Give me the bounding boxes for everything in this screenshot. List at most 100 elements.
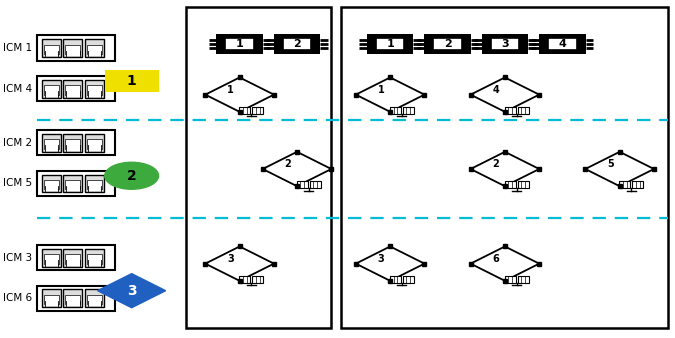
Bar	[252, 276, 263, 283]
Text: 3: 3	[227, 254, 234, 264]
Text: 3: 3	[501, 39, 509, 49]
Bar	[252, 107, 263, 114]
Polygon shape	[98, 274, 165, 308]
Bar	[632, 181, 643, 189]
Bar	[240, 106, 250, 114]
Bar	[85, 249, 104, 266]
Bar	[297, 181, 308, 188]
Bar	[87, 139, 102, 149]
Bar	[45, 261, 58, 266]
Bar	[87, 85, 102, 95]
Bar	[491, 38, 519, 50]
Bar	[66, 92, 80, 97]
Bar	[37, 286, 115, 311]
Bar	[88, 92, 101, 97]
Polygon shape	[205, 77, 274, 112]
Bar	[505, 106, 516, 114]
Polygon shape	[470, 246, 539, 281]
Bar	[88, 51, 101, 56]
Polygon shape	[585, 152, 654, 186]
Bar	[45, 92, 58, 97]
Bar	[518, 181, 529, 189]
Text: ICM 2: ICM 2	[3, 138, 32, 148]
Bar	[65, 85, 80, 95]
Bar	[44, 295, 59, 304]
Bar	[105, 70, 159, 93]
Text: ICM 4: ICM 4	[3, 84, 32, 94]
Bar	[45, 146, 58, 151]
Bar	[240, 275, 250, 283]
Bar	[37, 130, 115, 155]
Text: 2: 2	[293, 39, 301, 49]
Bar	[65, 45, 80, 54]
Bar	[390, 275, 401, 283]
Text: 4: 4	[492, 84, 499, 95]
Text: ICM 1: ICM 1	[3, 43, 32, 53]
Bar	[37, 245, 115, 270]
Bar	[42, 80, 61, 98]
Bar	[390, 106, 401, 114]
Bar	[44, 45, 59, 54]
Text: ICM 6: ICM 6	[3, 293, 32, 303]
Bar	[44, 85, 59, 95]
Polygon shape	[470, 152, 539, 186]
Bar	[88, 261, 101, 266]
Polygon shape	[205, 246, 274, 281]
Bar	[42, 249, 61, 266]
Text: 1: 1	[377, 84, 384, 95]
Bar	[88, 301, 101, 306]
Bar	[63, 40, 82, 57]
Text: 4: 4	[558, 39, 566, 49]
Text: 5: 5	[607, 159, 614, 169]
Bar	[66, 186, 80, 191]
Bar	[505, 275, 516, 283]
Bar	[66, 301, 80, 306]
Bar	[88, 146, 101, 151]
Bar	[63, 80, 82, 98]
Bar	[42, 40, 61, 57]
Text: 1: 1	[236, 39, 244, 49]
Bar	[63, 249, 82, 266]
Bar	[273, 34, 321, 54]
Text: 3: 3	[127, 284, 136, 298]
Bar	[45, 186, 58, 191]
Bar	[85, 174, 104, 192]
Bar	[620, 181, 630, 188]
Text: 2: 2	[284, 159, 291, 169]
Bar	[37, 35, 115, 61]
Bar	[424, 34, 471, 54]
Circle shape	[105, 162, 159, 189]
Bar	[367, 34, 414, 54]
Bar	[310, 181, 321, 189]
Bar	[87, 45, 102, 54]
Bar	[186, 7, 331, 328]
Bar	[433, 38, 462, 50]
Bar	[518, 276, 529, 283]
Bar	[87, 254, 102, 264]
Bar	[341, 7, 668, 328]
Bar	[42, 134, 61, 151]
Bar	[518, 107, 529, 114]
Bar	[85, 134, 104, 151]
Bar	[225, 38, 254, 50]
Polygon shape	[263, 152, 331, 186]
Bar	[63, 174, 82, 192]
Bar	[548, 38, 576, 50]
Bar	[87, 295, 102, 304]
Text: ICM 5: ICM 5	[3, 178, 32, 188]
Bar	[403, 276, 414, 283]
Bar	[539, 34, 586, 54]
Bar	[65, 254, 80, 264]
Text: 1: 1	[227, 84, 234, 95]
Bar	[87, 180, 102, 189]
Bar	[85, 80, 104, 98]
Text: 2: 2	[492, 159, 499, 169]
Text: 1: 1	[386, 39, 394, 49]
Bar	[44, 180, 59, 189]
Bar	[505, 181, 516, 188]
Bar	[66, 261, 80, 266]
Bar	[376, 38, 404, 50]
Text: 2: 2	[443, 39, 452, 49]
Bar	[45, 301, 58, 306]
Bar	[85, 40, 104, 57]
